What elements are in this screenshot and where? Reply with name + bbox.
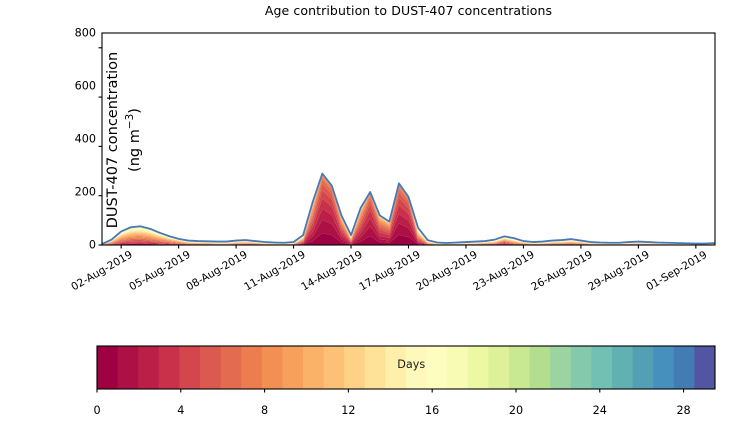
y-tick-0: 0 [88,238,96,252]
colorbar-tick-4: 4 [177,404,185,417]
stacked-area-series [102,173,715,245]
colorbar-ticks [96,389,685,393]
colorbar-tick-20: 20 [508,404,524,417]
colorbar-tick-12: 12 [341,404,356,417]
x-axis-ticks [120,245,697,249]
colorbar-tick-16: 16 [425,404,440,417]
colorbar-tick-28: 28 [676,404,691,417]
y-axis-ticks [98,47,102,246]
chart-title: Age contribution to DUST-407 concentrati… [264,3,553,18]
y-tick-400: 400 [74,132,96,146]
y-tick-600: 600 [74,79,96,93]
colorbar-tick-24: 24 [592,404,607,417]
colorbar [96,345,716,390]
y-axis-tick-labels: 0 200 400 600 800 [52,0,96,425]
colorbar-tick-8: 8 [261,404,269,417]
colorbar-tick-0: 0 [93,404,101,417]
total-outline [102,172,715,245]
y-tick-800: 800 [74,26,96,40]
y-tick-200: 200 [74,185,96,199]
colorbar-title: Days [397,358,426,371]
